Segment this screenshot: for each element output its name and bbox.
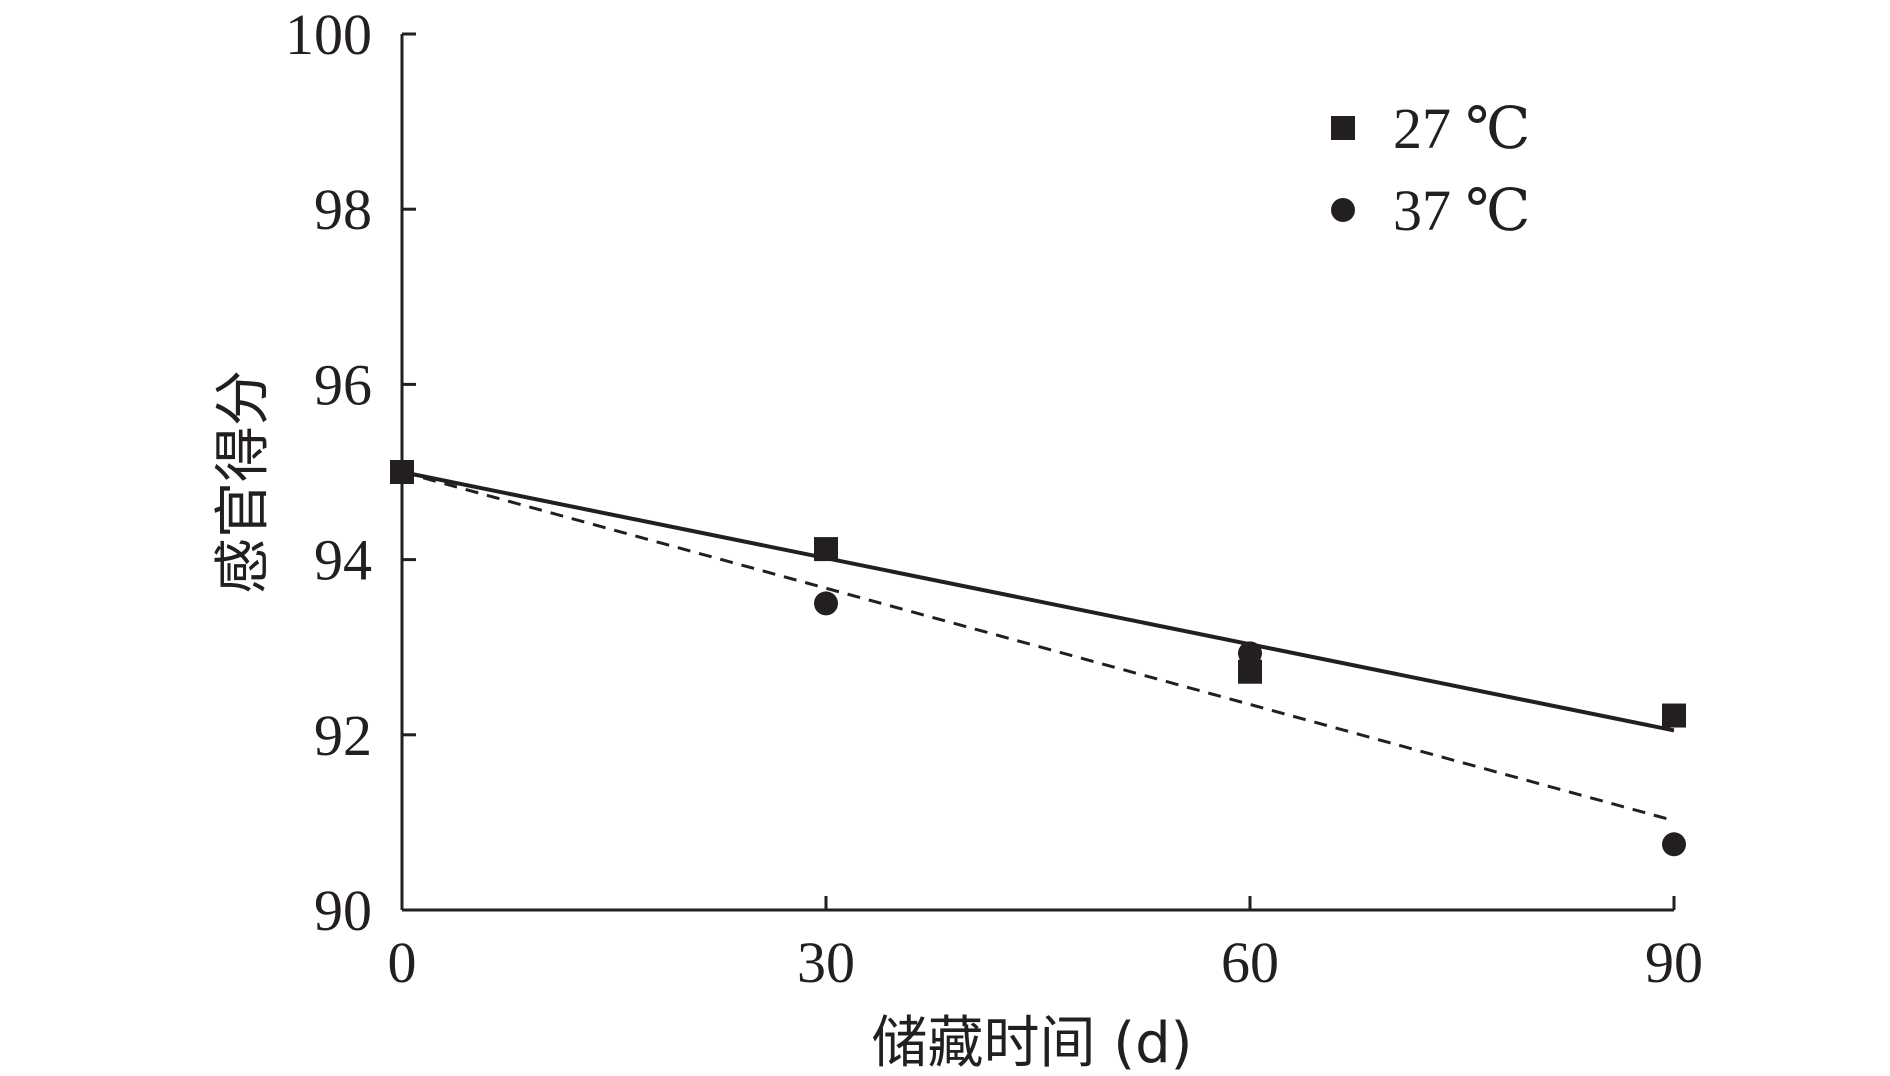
x-tick-label: 0: [388, 930, 417, 995]
legend: 27 ℃ 37 ℃: [1331, 96, 1530, 243]
y-tick-label: 100: [285, 2, 372, 67]
x-tick-label: 30: [797, 930, 855, 995]
data-point-series-2-4: [1662, 832, 1686, 857]
data-point-series-1-4: [1662, 703, 1686, 728]
y-tick-label: 96: [314, 352, 372, 417]
ticks: 90 92 94 96 98 100 0 30 60 90: [285, 2, 1703, 995]
fit-line-series-1: [401, 470, 1675, 733]
legend-marker-series-2: [1331, 198, 1355, 222]
x-tick-label: 60: [1221, 930, 1279, 995]
y-tick-label: 98: [314, 177, 372, 242]
fit-lines: [401, 470, 1675, 823]
data-point-series-2-1: [390, 460, 414, 484]
legend-label-series-1: 27 ℃: [1393, 96, 1530, 161]
fit-line-series-2: [401, 470, 1675, 823]
data-points: [390, 460, 1686, 857]
y-tick-label: 94: [314, 528, 372, 593]
y-tick-label: 90: [314, 878, 372, 943]
y-tick-label: 92: [314, 703, 372, 768]
legend-marker-series-1: [1331, 116, 1355, 140]
data-point-series-2-3: [1238, 641, 1262, 666]
data-point-series-1-2: [814, 537, 838, 562]
axis-titles: 储藏时间 (d) 感官得分: [211, 370, 1193, 1076]
data-point-series-2-2: [814, 591, 838, 616]
legend-label-series-2: 37 ℃: [1393, 178, 1530, 243]
y-axis-title: 感官得分: [211, 370, 276, 594]
axes: [400, 34, 1674, 912]
x-axis-title: 储藏时间 (d): [871, 1011, 1192, 1076]
x-tick-label: 90: [1645, 930, 1703, 995]
